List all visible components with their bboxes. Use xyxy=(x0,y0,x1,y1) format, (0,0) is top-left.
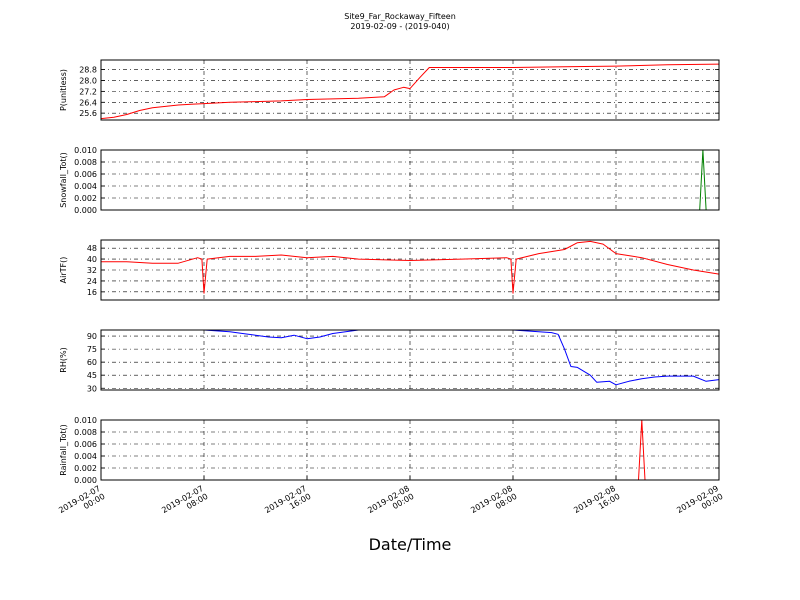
y-axis-label: Snowfall_Tot() xyxy=(59,152,68,208)
y-tick-label: 0.000 xyxy=(74,206,97,215)
y-axis-label: P(unitless) xyxy=(59,69,68,111)
x-tick-label: 2019-02-0808:00 xyxy=(469,484,518,523)
panel-3: 16 24 32 40 48 AirTF() xyxy=(59,239,720,301)
axes-frame xyxy=(100,239,720,301)
y-tick-label: 90 xyxy=(87,332,97,341)
y-tick-label: 0.002 xyxy=(74,464,97,473)
axes-frame xyxy=(100,59,720,121)
panels: 25.626.427.228.028.8P(unitless)0.0000.00… xyxy=(57,59,725,523)
y-tick-label: 0.002 xyxy=(74,194,97,203)
y-tick-label: 0.008 xyxy=(74,428,97,437)
y-tick-label: 30 xyxy=(87,384,97,393)
y-tick-label: 24 xyxy=(87,277,97,286)
y-tick-label: 0.010 xyxy=(74,146,97,155)
y-tick-label: 28.0 xyxy=(79,76,97,85)
y-tick-label: 40 xyxy=(87,255,97,264)
series-line-1-1 xyxy=(100,63,720,120)
y-tick-label: 48 xyxy=(87,244,97,253)
x-tick-label: 2019-02-0708:00 xyxy=(160,484,209,523)
x-tick-label: 2019-02-0700:00 xyxy=(57,484,106,523)
x-tick-label: 2019-02-0716:00 xyxy=(263,484,312,523)
figure-subtitle: 2019-02-09 - (2019-040) xyxy=(350,22,449,31)
y-tick-label: 60 xyxy=(87,358,97,367)
panel-4: 30 45 60 75 90 RH(%) xyxy=(59,329,720,393)
y-axis-label: RH(%) xyxy=(59,347,68,372)
y-tick-label: 28.8 xyxy=(79,66,97,75)
axes-frame xyxy=(100,329,720,391)
y-tick-label: 75 xyxy=(87,345,97,354)
y-tick-label: 0.004 xyxy=(74,452,97,461)
y-tick-label: 26.4 xyxy=(79,98,97,107)
y-tick-label: 0.008 xyxy=(74,158,97,167)
y-tick-label: 25.6 xyxy=(79,109,97,118)
x-axis-label: Date/Time xyxy=(369,535,452,554)
x-tick-label: 2019-02-0800:00 xyxy=(366,484,415,523)
y-tick-label: 0.000 xyxy=(74,476,97,485)
series-line-4-1 xyxy=(203,329,363,340)
panel-1: 25.6 26.4 27.2 28.028.8 P(unitless) xyxy=(59,59,720,121)
panel-2: 0.000 0.002 0.004 0.006 0.008 0.010 Snowfall_T… xyxy=(59,146,720,215)
y-tick-label: 0.010 xyxy=(74,416,97,425)
x-tick-label: 2019-02-0816:00 xyxy=(572,484,621,523)
y-tick-label: 0.004 xyxy=(74,182,97,191)
y-axis-label: AirTF() xyxy=(59,257,68,284)
axes-frame xyxy=(100,149,720,211)
y-tick-label: 16 xyxy=(87,288,97,297)
y-axis-label: Rainfall_Tot() xyxy=(59,424,68,476)
series-line-3-1 xyxy=(101,240,720,294)
panel-5: 0.000 0.002 0.004 0.006 0.008 0.010 Rainfall_T… xyxy=(57,416,724,523)
series-line-4-2 xyxy=(512,329,720,386)
figure-title: Site9_Far_Rockaway_Fifteen xyxy=(344,12,456,21)
y-tick-label: 27.2 xyxy=(79,87,97,96)
y-tick-label: 0.006 xyxy=(74,170,97,179)
x-tick-label: 2019-02-0900:00 xyxy=(675,484,724,523)
y-tick-label: 0.006 xyxy=(74,440,97,449)
y-tick-label: 32 xyxy=(87,266,97,275)
y-tick-label: 45 xyxy=(87,371,97,380)
